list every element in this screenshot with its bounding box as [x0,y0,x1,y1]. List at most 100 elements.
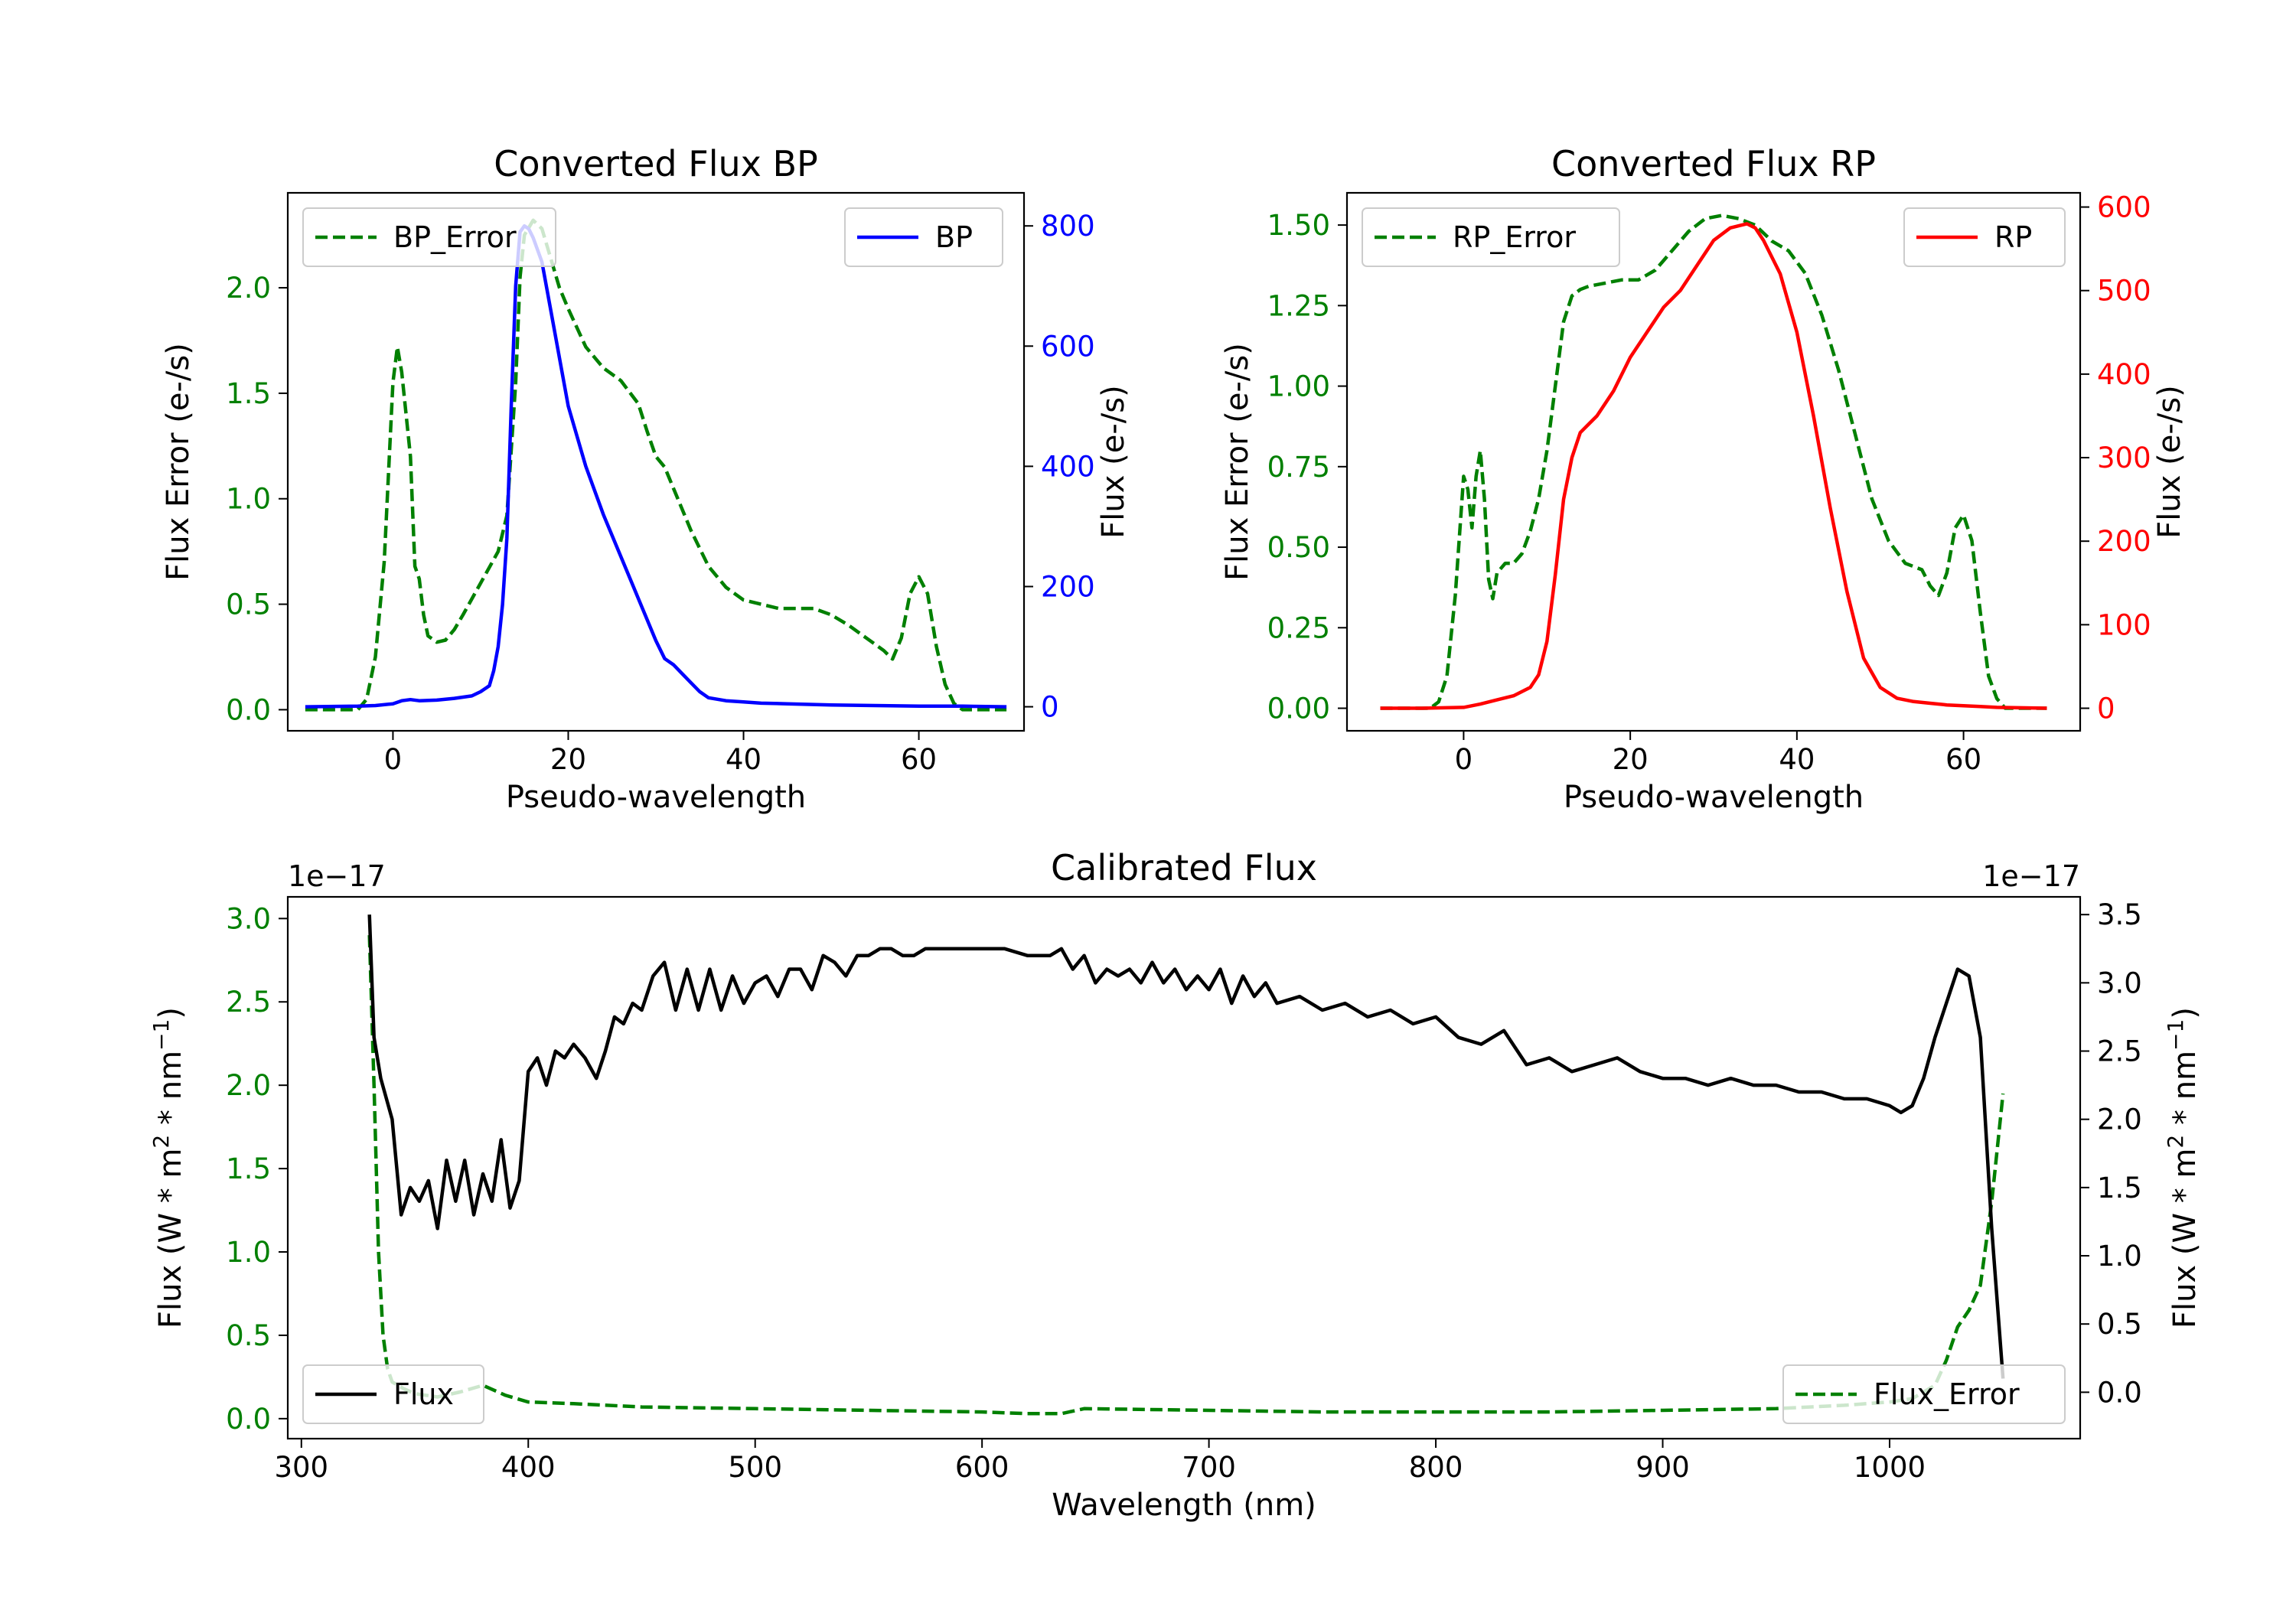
legend-right: Flux_Error [1782,1364,2066,1424]
legend-box [1782,1364,2066,1424]
y-label-part: * nm [2167,1051,2203,1135]
x-tick-label: 500 [728,1451,782,1484]
x-tick-label: 40 [726,743,762,776]
y-right-tick-label: 3.5 [2097,898,2142,931]
legend-box [844,207,1003,267]
legend-left: Flux [302,1364,484,1424]
y-right-tick-label: 0.5 [2097,1308,2142,1341]
y-label-part: Flux (W * m [2167,1149,2203,1328]
y-axis-label-left: Flux (W * m2 * nm−1) [148,1007,189,1328]
subplot-3: 300 400 500 600 700 800 900 1000 0.0 0.5 1.0 1.5 2.0… [148,847,2203,1523]
series-line-bp_error [305,218,1007,712]
y-axis-label-right: Flux (W * m2 * nm−1) [2163,1007,2203,1328]
legend-right: RP [1903,207,2066,267]
series-line-rp_error [1380,214,2047,710]
y-label-superscript: −1 [148,1019,174,1051]
y-left-tick-label: 1.50 [1267,209,1330,242]
x-tick-label: 800 [1409,1451,1463,1484]
y-right-offset-label: 1e−17 [1982,859,2080,893]
legend-box [302,207,556,267]
legend-box [1903,207,2066,267]
y-right-tick-label: 2.0 [2097,1103,2142,1136]
y-label-part: ) [2167,1007,2203,1019]
y-left-tick-label: 1.5 [226,377,271,410]
y-right-tick-label: 0 [2097,693,2115,725]
y-axis-label-left: Flux Error (e-/s) [161,343,196,581]
y-right-tick-label: 300 [2097,442,2151,474]
chart-title: Calibrated Flux [1051,847,1317,888]
x-tick-label: 400 [501,1451,556,1484]
y-left-tick-label: 1.5 [226,1152,271,1185]
x-tick-label: 0 [384,743,403,776]
y-left-tick-label: 0.75 [1267,451,1330,484]
legend-left: RP_Error [1362,207,1620,267]
y-label-part: ) [153,1007,188,1019]
legend-label: RP_Error [1453,220,1576,254]
legend-label: BP_Error [393,220,517,254]
y-right-tick-label: 0.0 [2097,1376,2142,1409]
y-left-tick-label: 2.5 [226,986,271,1019]
y-left-tick-label: 2.0 [226,272,271,305]
y-left-tick-label: 0.00 [1267,693,1330,725]
y-axis-label-right: Flux (e-/s) [1096,385,1131,538]
y-right-tick-label: 1.5 [2097,1172,2142,1204]
y-right-tick-label: 100 [2097,608,2151,641]
y-left-tick-label: 0.0 [226,693,271,726]
x-tick-label: 300 [274,1451,328,1484]
y-right-tick-label: 3.0 [2097,966,2142,999]
y-right-tick-label: 2.5 [2097,1035,2142,1068]
x-tick-label: 1000 [1854,1451,1926,1484]
y-left-tick-label: 1.0 [226,1236,271,1269]
legend-label: Flux [393,1377,454,1411]
y-right-tick-label: 400 [1041,450,1095,483]
axes-frame [286,191,1026,732]
y-left-tick-label: 0.5 [226,1319,271,1352]
x-axis-label: Wavelength (nm) [1052,1488,1316,1523]
axes-frame [286,895,2082,1440]
y-label-superscript: −1 [2163,1019,2188,1051]
legend-label: BP [935,220,973,254]
y-label-part: Flux (W * m [153,1149,188,1328]
y-right-tick-label: 0 [1041,691,1059,724]
x-tick-label: 600 [955,1451,1009,1484]
legend-label: RP [1994,220,2032,254]
x-tick-label: 900 [1636,1451,1690,1484]
legend-box [302,1364,484,1424]
x-axis-label: Pseudo-wavelength [1564,780,1864,815]
x-tick-label: 40 [1779,743,1815,776]
chart-title: Converted Flux BP [494,143,818,184]
y-left-tick-label: 0.5 [226,588,271,621]
y-right-tick-label: 600 [2097,191,2151,224]
y-left-offset-label: 1e−17 [288,859,386,893]
x-tick-label: 0 [1455,743,1473,776]
y-right-tick-label: 200 [2097,525,2151,558]
subplot-2: 0 20 40 60 0.00 0.25 0.50 0.75 1.00 1.25 1.50 0 100 2… [1220,143,2187,815]
x-tick-label: 60 [901,743,937,776]
y-right-tick-label: 1.0 [2097,1240,2142,1273]
y-axis-label-right: Flux (e-/s) [2152,385,2187,538]
y-label-superscript: 2 [148,1135,174,1149]
y-right-tick-label: 200 [1041,570,1095,603]
y-right-tick-label: 500 [2097,275,2151,308]
y-right-tick-label: 800 [1041,210,1095,243]
legend-label: Flux_Error [1874,1377,2020,1411]
y-label-part: * nm [153,1051,188,1135]
x-tick-label: 20 [1613,743,1649,776]
legend-box [1362,207,1620,267]
y-left-tick-label: 0.50 [1267,531,1330,564]
legend-left: BP_Error [302,207,556,267]
x-tick-label: 20 [550,743,586,776]
y-left-tick-label: 1.00 [1267,370,1330,403]
series-line-flux [367,914,2005,1379]
y-left-tick-label: 0.25 [1267,611,1330,644]
series-line-rp [1380,222,2047,710]
legend-right: BP [844,207,1003,267]
y-axis-label-left: Flux Error (e-/s) [1220,343,1255,581]
y-left-tick-label: 3.0 [226,902,271,935]
x-tick-label: 60 [1945,743,1981,776]
y-right-tick-label: 600 [1041,330,1095,363]
y-left-tick-label: 1.0 [226,483,271,516]
y-left-tick-label: 1.25 [1267,289,1330,322]
